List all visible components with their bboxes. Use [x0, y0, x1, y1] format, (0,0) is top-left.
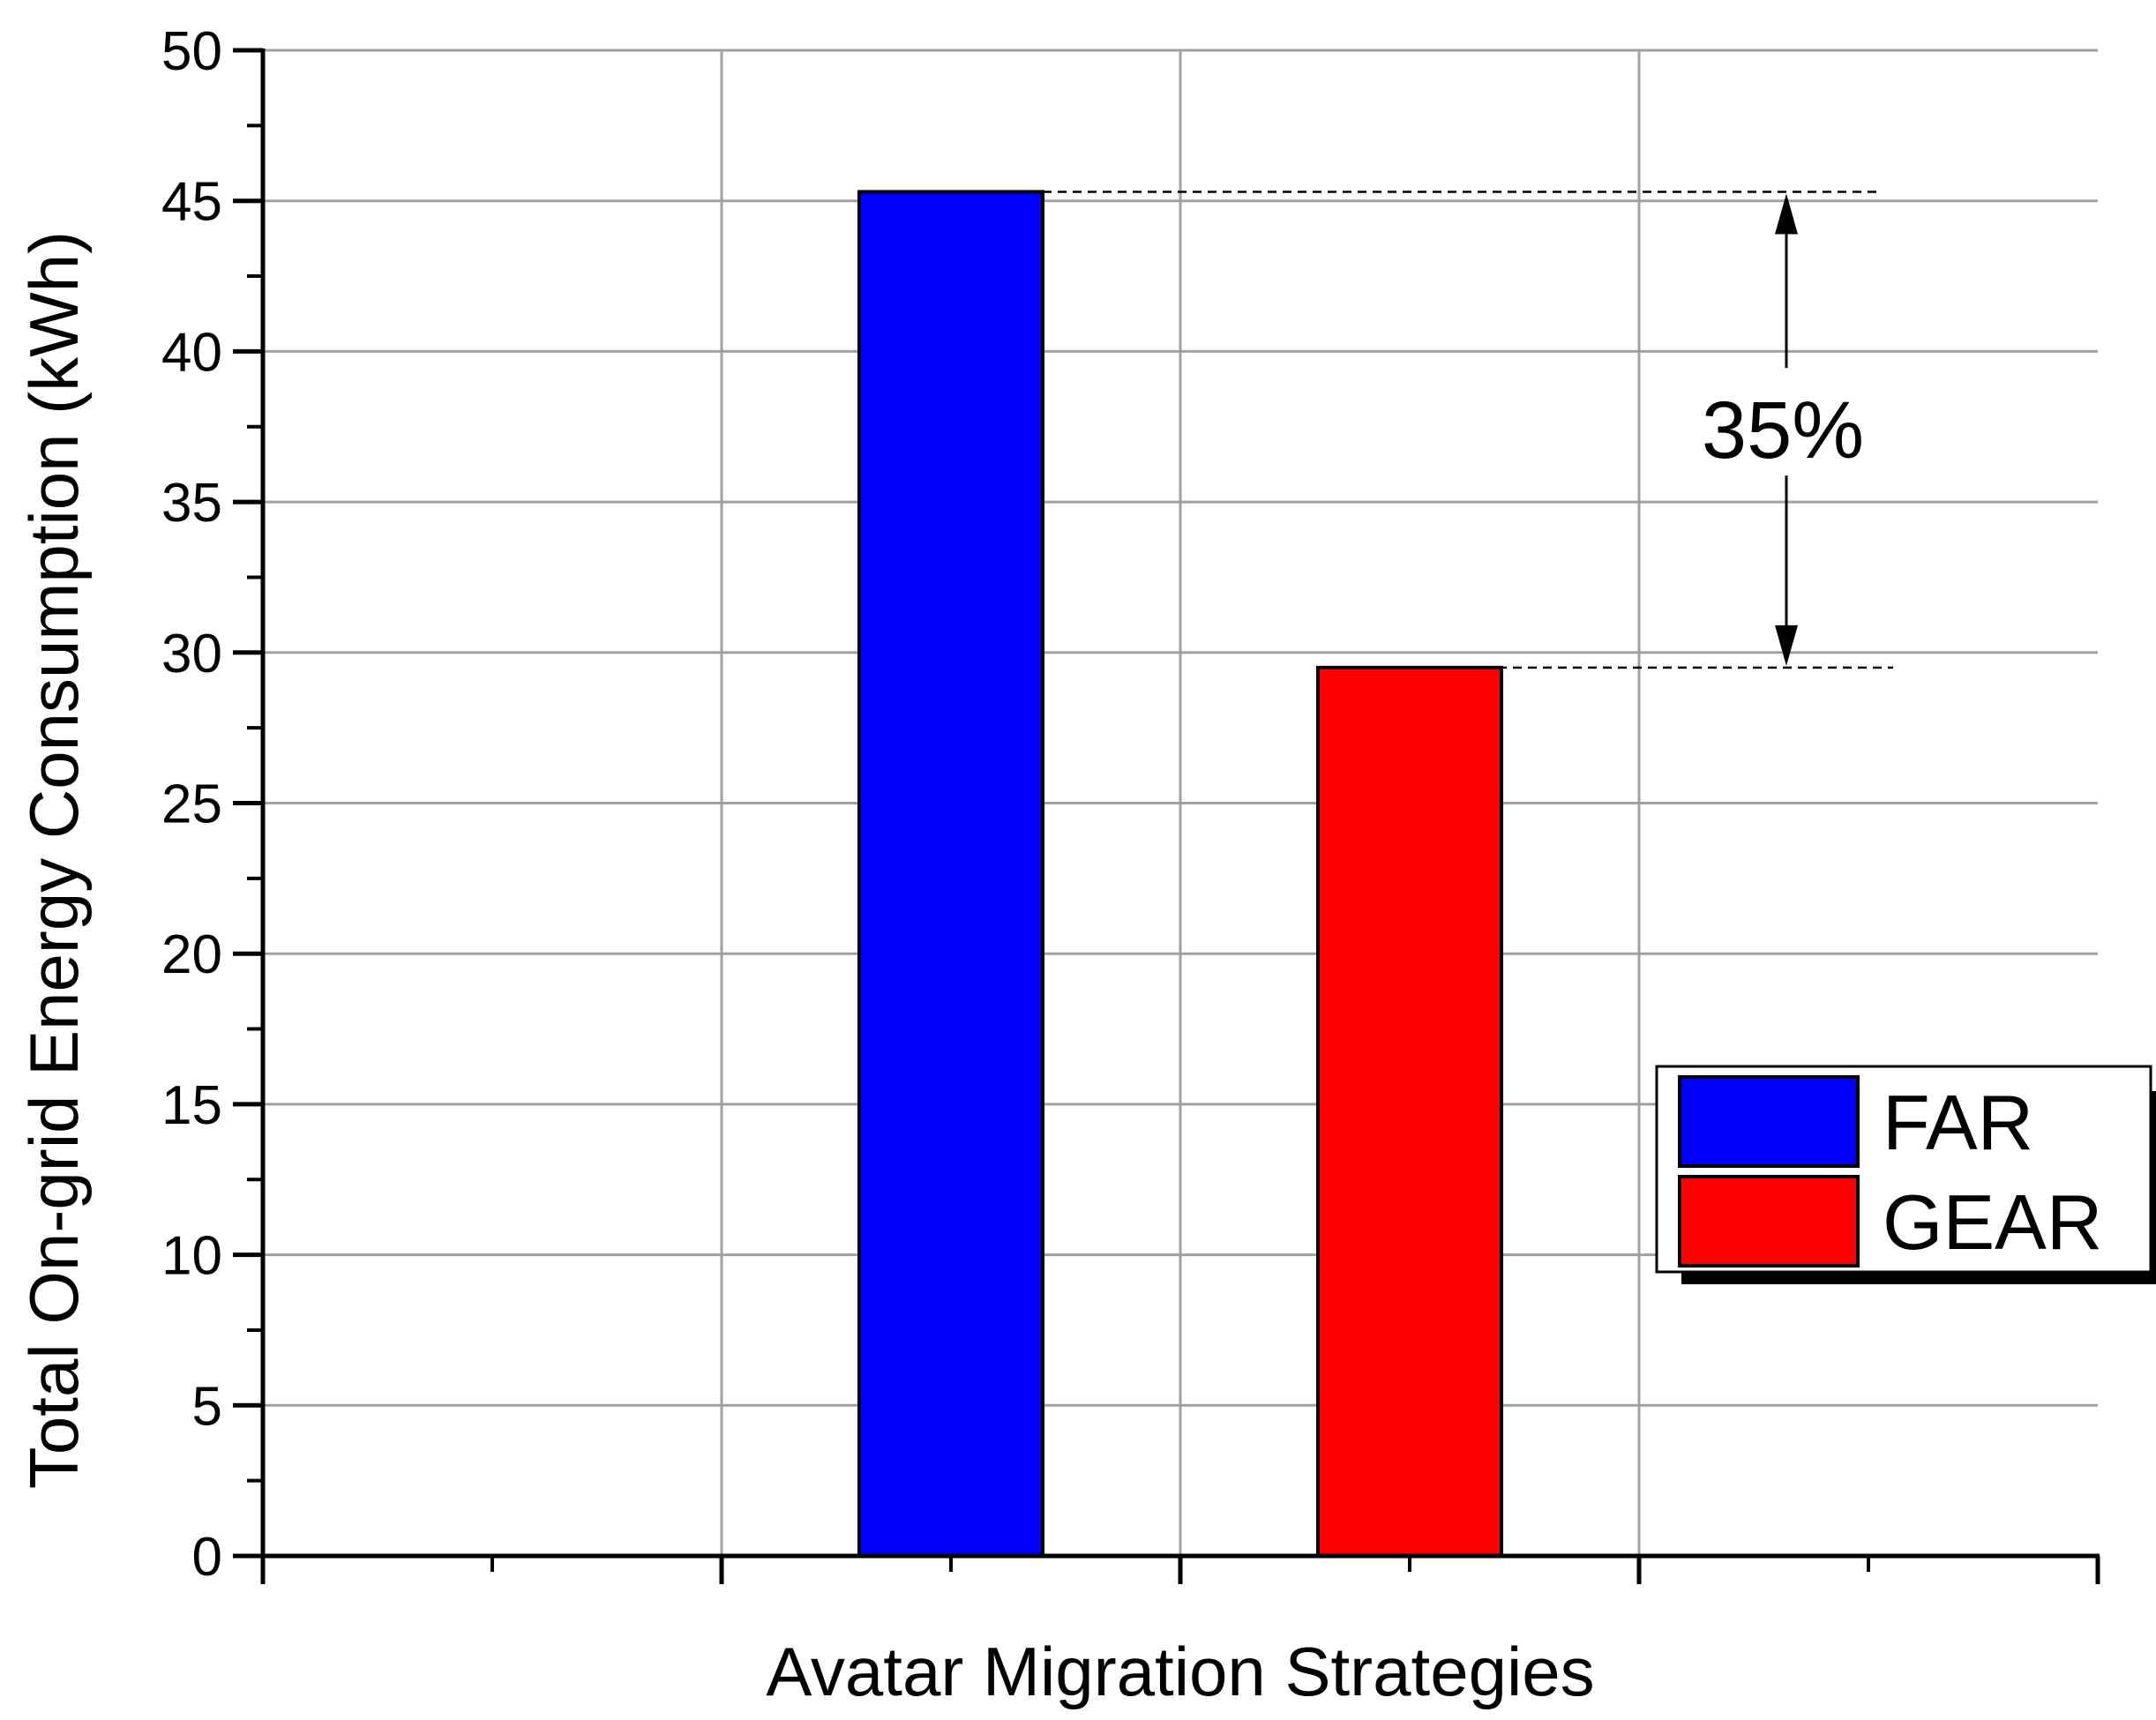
y-tick-label: 25	[161, 774, 222, 835]
arrow-head-down	[1775, 624, 1798, 666]
y-tick-label: 15	[161, 1075, 222, 1136]
y-tick-label: 0	[192, 1527, 222, 1588]
arrow-head-up	[1775, 193, 1798, 235]
y-tick-label: 50	[161, 21, 222, 82]
legend-swatch-gear	[1678, 1175, 1860, 1268]
bars	[857, 190, 1503, 1558]
y-tick-label: 30	[161, 624, 222, 684]
annotation-text: 35%	[1702, 385, 1864, 475]
y-axis-title: Total On-grid Energy Consumption (kWh)	[15, 231, 93, 1489]
y-tick-label: 40	[161, 322, 222, 383]
legend-label-gear: GEAR	[1883, 1178, 2102, 1266]
y-tick-label: 10	[161, 1226, 222, 1287]
y-tick-label: 45	[161, 172, 222, 233]
grid-lines	[263, 49, 2098, 1556]
legend-swatch-far	[1678, 1075, 1860, 1168]
legend: FAR GEAR	[1655, 1065, 2156, 1284]
percent-annotation: 35%	[1043, 191, 1893, 669]
x-axis-ticks	[260, 1556, 2100, 1584]
bar-far	[857, 190, 1044, 1558]
bar-gear	[1316, 665, 1503, 1558]
y-tick-label: 5	[192, 1376, 222, 1437]
x-axis-title: Avatar Migration Strategies	[766, 1633, 1594, 1710]
y-tick-label: 20	[161, 924, 222, 985]
y-axis-ticks: 0 5 10 15 20 25 30 35 40 45 50	[161, 21, 263, 1588]
legend-label-far: FAR	[1883, 1079, 2033, 1166]
y-tick-label: 35	[161, 473, 222, 534]
